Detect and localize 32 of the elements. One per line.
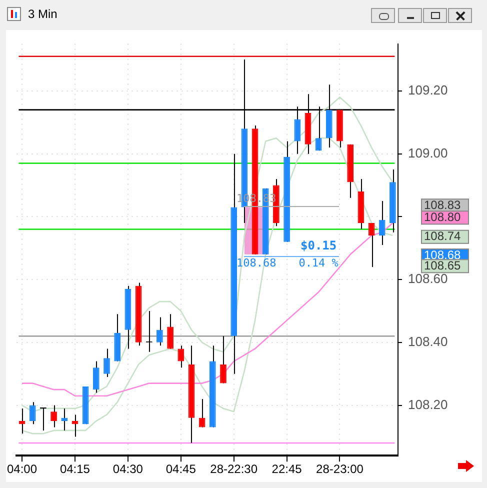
x-tick-label: 04:30 <box>112 462 144 476</box>
x-tick-label: 28-22:30 <box>210 462 258 476</box>
annotation: 0.14 % <box>298 256 339 270</box>
candlestick <box>198 398 206 428</box>
annotation: 108.68 <box>236 256 276 270</box>
text: 108.83 <box>424 198 462 212</box>
candlestick <box>29 402 36 425</box>
candlestick <box>368 222 375 268</box>
chart-title: 3 Min <box>28 7 58 21</box>
x-tick-label: 04:00 <box>7 462 38 476</box>
annotation: 108.83 <box>236 192 276 206</box>
text: 108.74 <box>424 229 462 244</box>
y-tick-label: 109.00 <box>408 145 448 160</box>
candlestick <box>104 348 110 378</box>
text: 108.80 <box>424 210 462 224</box>
annotation: $0.15 <box>300 238 337 253</box>
y-tick-label: 108.40 <box>408 334 448 350</box>
x-tick-label: 04:15 <box>60 462 90 476</box>
x-tick-label: 28-23:00 <box>316 462 364 476</box>
candlestick <box>167 314 174 350</box>
candlestick <box>378 200 386 246</box>
y-tick-label: 108.20 <box>408 396 448 412</box>
x-tick-label: 22:45 <box>272 462 302 476</box>
candlestick <box>156 316 163 346</box>
candlestick <box>61 408 68 431</box>
y-tick-label: 108.60 <box>408 271 448 286</box>
candlestick <box>178 345 184 368</box>
candlestick <box>92 360 100 394</box>
candlestick <box>50 404 57 428</box>
x-tick-label: 04:45 <box>166 462 196 476</box>
y-tick-label: 109.20 <box>408 82 448 98</box>
candlestick <box>220 336 226 384</box>
